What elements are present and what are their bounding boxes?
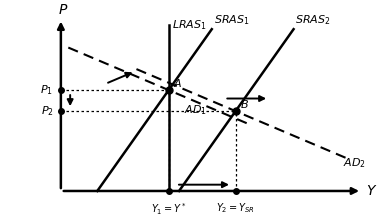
Text: $AD_2$: $AD_2$ (344, 156, 366, 170)
Text: $LRAS_1$: $LRAS_1$ (173, 19, 207, 32)
Text: $SRAS_2$: $SRAS_2$ (295, 13, 331, 27)
Text: $AD_1$: $AD_1$ (184, 103, 207, 117)
Text: $P_2$: $P_2$ (41, 104, 54, 118)
Text: $SRAS_1$: $SRAS_1$ (214, 13, 249, 27)
Text: $A$: $A$ (173, 77, 182, 89)
Text: $Y_2 = Y_{SR}$: $Y_2 = Y_{SR}$ (216, 202, 255, 215)
Text: $Y$: $Y$ (366, 184, 377, 198)
Text: $B$: $B$ (240, 98, 249, 110)
Text: $Y_1 = Y^*$: $Y_1 = Y^*$ (151, 202, 187, 217)
Text: $P$: $P$ (57, 3, 68, 17)
Text: $P_1$: $P_1$ (41, 83, 54, 97)
